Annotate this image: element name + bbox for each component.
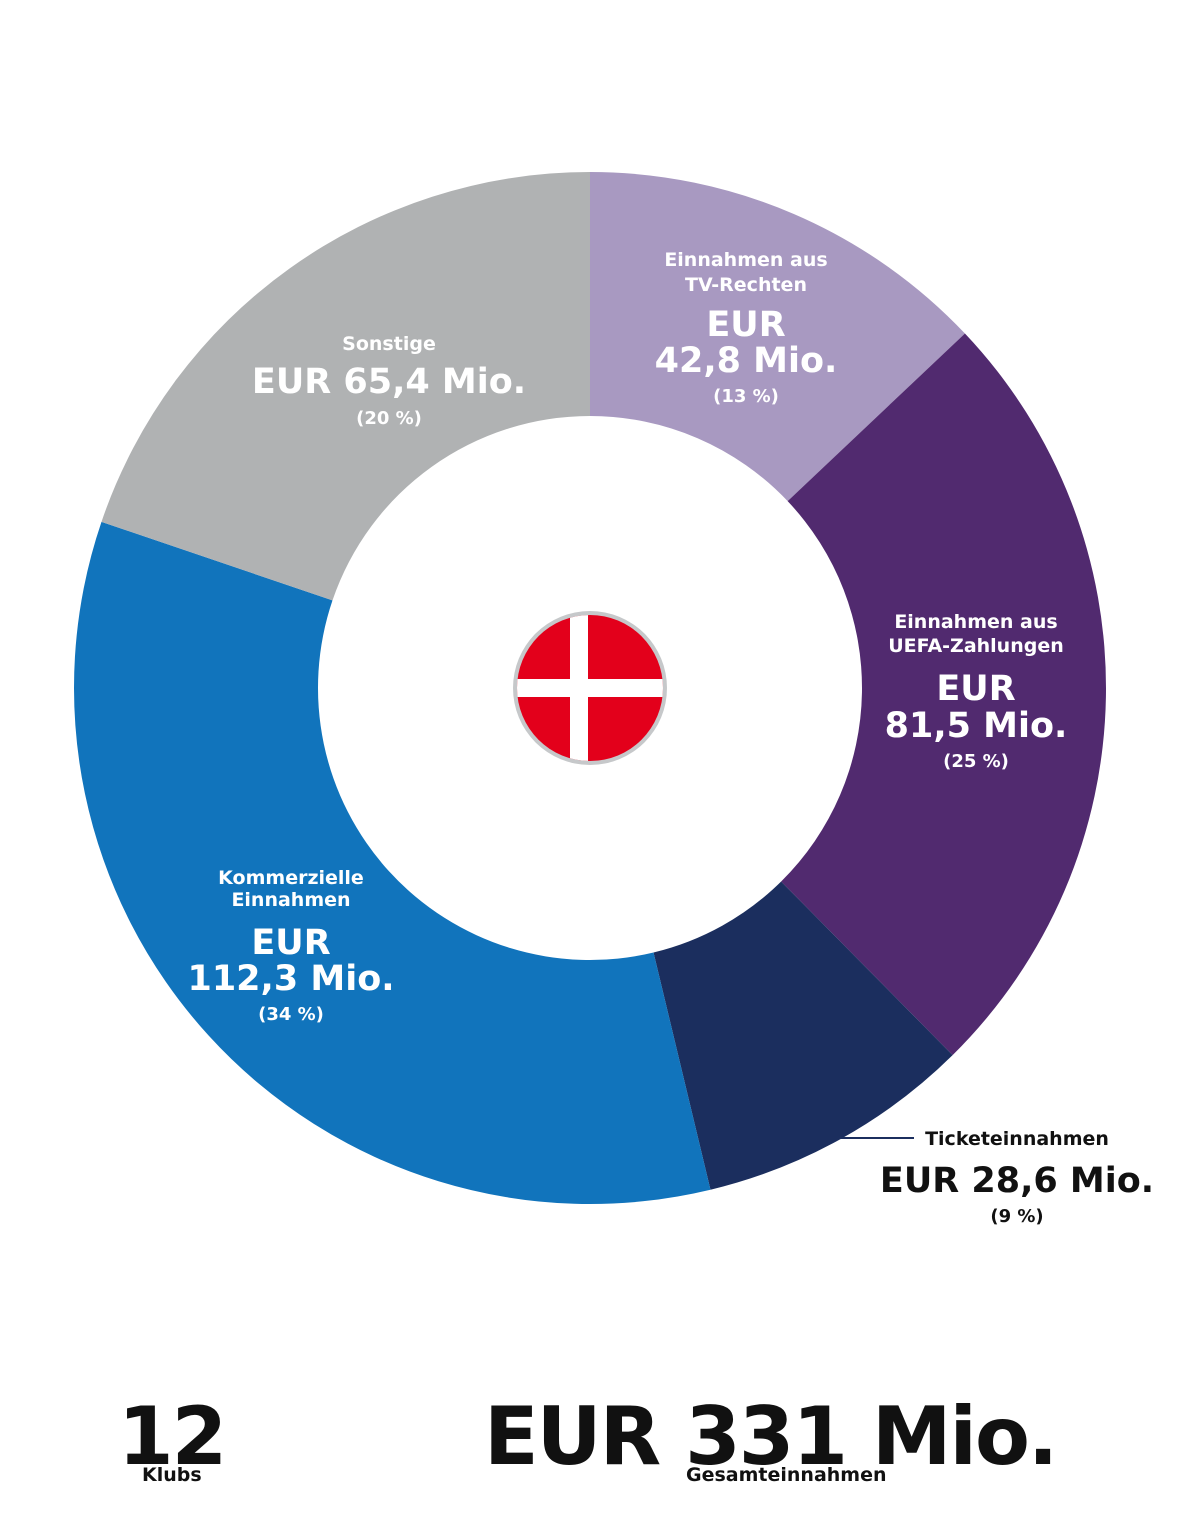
clubs-count: 12 xyxy=(118,1390,227,1483)
slice-amount-tv: EUR xyxy=(706,305,785,345)
slice-label-tv: Einnahmen aus xyxy=(664,249,827,271)
total-revenue: EUR 331 Mio. xyxy=(484,1390,1058,1483)
slice-tickets xyxy=(653,881,953,1190)
slice-uefa xyxy=(781,333,1106,1056)
slice-commercial xyxy=(74,521,711,1205)
slice-other xyxy=(101,172,590,601)
clubs-label: Klubs xyxy=(142,1464,202,1486)
slice-percent-tv: (13 %) xyxy=(713,386,779,407)
slice-amount-commercial: 112,3 Mio. xyxy=(187,959,394,999)
slice-amount-commercial: EUR xyxy=(251,923,330,963)
slice-label-commercial: Einnahmen xyxy=(231,889,350,911)
slice-label-tv: TV-Rechten xyxy=(685,274,807,296)
slice-amount-uefa: EUR xyxy=(936,669,1015,709)
slice-tv xyxy=(590,172,965,502)
slice-amount-other: EUR 65,4 Mio. xyxy=(252,362,526,402)
total-revenue-label: Gesamteinnahmen xyxy=(686,1464,887,1486)
slice-percent-tickets: (9 %) xyxy=(990,1206,1043,1227)
donut-slices xyxy=(74,172,1106,1205)
slice-label-commercial: Kommerzielle xyxy=(218,867,364,889)
slice-amount-tv: 42,8 Mio. xyxy=(655,341,838,381)
slice-percent-commercial: (34 %) xyxy=(258,1004,324,1025)
denmark-flag-icon xyxy=(513,611,667,765)
slice-label-uefa: Einnahmen aus xyxy=(894,611,1057,633)
slice-amount-uefa: 81,5 Mio. xyxy=(885,706,1068,746)
slice-amount-tickets: EUR 28,6 Mio. xyxy=(880,1161,1154,1201)
slice-percent-other: (20 %) xyxy=(356,408,422,429)
slice-label-other: Sonstige xyxy=(342,333,436,355)
slice-label-tickets: Ticketeinnahmen xyxy=(925,1128,1109,1150)
slice-label-uefa: UEFA-Zahlungen xyxy=(888,635,1064,657)
slice-percent-uefa: (25 %) xyxy=(943,751,1009,772)
